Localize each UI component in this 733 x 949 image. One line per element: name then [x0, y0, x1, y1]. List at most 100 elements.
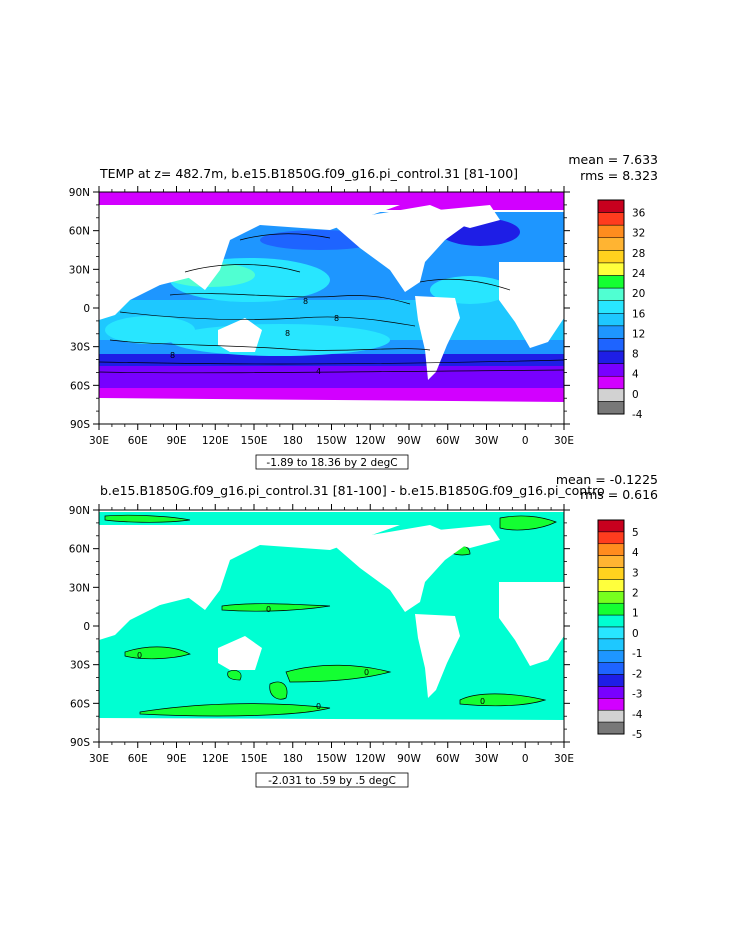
y-tick-label: 90S	[70, 737, 90, 749]
land-greenland	[438, 525, 500, 548]
colorbar-swatch	[597, 674, 625, 687]
colorbar-label: 8	[632, 349, 639, 361]
contour-label-group: 8 8 8 8 4	[170, 297, 339, 376]
colorbar-swatch	[597, 543, 625, 556]
land-antarctica	[99, 718, 564, 742]
colorbar-label: 16	[632, 308, 646, 320]
colorbar: 36 32 28 24 20 16 12 8 4 0 -4	[597, 199, 646, 421]
colorbar-label: 20	[632, 288, 645, 300]
x-tick-label: 120E	[202, 753, 229, 765]
colorbar-label: -2	[632, 668, 642, 680]
contour-info-frame	[255, 772, 409, 788]
ocean-pacific-warm-pool-south	[170, 324, 390, 356]
colorbar-swatch	[597, 350, 625, 364]
anomaly-patch	[227, 670, 242, 681]
colorbar-swatch	[597, 313, 625, 327]
x-tick-label: 120E	[202, 435, 229, 447]
contour-info-box: -1.89 to 18.36 by 2 degC	[255, 454, 409, 470]
ocean-atlantic-warm-pool	[430, 276, 510, 304]
x-tick-label: 150E	[241, 753, 268, 765]
contour-lines	[99, 233, 564, 374]
colorbar-swatch	[597, 721, 625, 735]
y-tick-label: 30S	[70, 342, 90, 354]
rms-stat: rms = 0.616	[580, 487, 658, 502]
land-africa-east	[499, 582, 564, 666]
x-tick-label: 0	[522, 435, 529, 447]
contour-line	[169, 293, 411, 305]
colorbar-swatch	[597, 709, 625, 723]
colorbar-swatch	[597, 591, 625, 604]
anomaly-patch	[104, 514, 191, 523]
x-tick-label: 90W	[397, 435, 421, 447]
contour-line	[119, 311, 416, 327]
colorbar-label: 5	[632, 527, 639, 539]
colorbar-label: -5	[632, 729, 642, 741]
colorbar-frame	[597, 519, 625, 735]
y-tick-label: 90N	[69, 505, 90, 517]
contour-line	[99, 359, 564, 365]
colorbar-label: 2	[632, 588, 639, 600]
x-tick-label: 30E	[554, 435, 574, 447]
contour-label: 0	[364, 668, 369, 677]
colorbar-swatch	[597, 300, 625, 314]
colorbar-label: 24	[632, 268, 646, 280]
colorbar-label: -1	[632, 648, 642, 660]
axes: 30E 60E 90E 120E 150E 180 150W 120W 90W 60W 30W 0 30…	[69, 186, 574, 447]
land-south-america	[415, 296, 460, 380]
anomaly-patch	[499, 515, 557, 531]
colorbar-label: -4	[632, 409, 643, 421]
rms-stat: rms = 8.323	[580, 168, 658, 183]
x-tick-label: 150E	[241, 435, 268, 447]
x-tick-label: 60E	[128, 753, 148, 765]
colorbar-swatch	[597, 567, 625, 580]
contour-line	[419, 278, 511, 291]
land-africa-east	[499, 262, 564, 348]
y-tick-label: 0	[83, 621, 90, 633]
anomaly-patch	[459, 693, 547, 707]
colorbar-label: -3	[632, 689, 642, 701]
colorbar-swatch	[597, 250, 625, 264]
colorbar-label: 4	[632, 369, 639, 381]
colorbar-frame	[597, 199, 625, 415]
x-tick-label: 150W	[316, 435, 347, 447]
colorbar-swatch	[597, 287, 625, 301]
contour-label: 0	[137, 651, 142, 660]
x-tick-label: 90W	[397, 753, 421, 765]
y-tick-label: 60N	[69, 226, 90, 238]
anomaly-patch	[221, 603, 331, 612]
anomaly-patch	[124, 646, 191, 660]
x-tick-label: 60W	[436, 435, 460, 447]
x-tick-label: 0	[522, 753, 529, 765]
land-north-america	[330, 525, 470, 612]
panel-difference: b.e15.B1850G.f09_g16.pi_control.31 [81-1…	[69, 472, 658, 788]
colorbar-swatch	[597, 662, 625, 675]
colorbar-swatch	[597, 698, 625, 711]
colorbar-swatch	[597, 638, 625, 652]
anomaly-patches	[104, 514, 557, 717]
colorbar-label: 12	[632, 328, 645, 340]
colorbar-swatch	[597, 388, 625, 402]
x-tick-label: 120W	[355, 435, 386, 447]
colorbar-swatch	[597, 614, 625, 628]
axes: 30E 60E 90E 120E 150E 180 150W 120W 90W 60W 30W 0 30…	[69, 504, 574, 765]
colorbar-swatch	[597, 199, 625, 213]
x-tick-label: 120W	[355, 753, 386, 765]
colorbar-swatch	[597, 626, 625, 640]
x-tick-label: 30W	[475, 753, 499, 765]
colorbar-label: 4	[632, 547, 639, 559]
colorbar-swatch	[597, 519, 625, 533]
colorbar-swatch	[597, 579, 625, 592]
colorbar: 5 4 3 2 1 0 -1 -2 -3 -4 -5	[597, 519, 643, 741]
colorbar-label: 28	[632, 248, 645, 260]
land	[99, 205, 564, 424]
contour-label: 8	[285, 329, 290, 338]
colorbar-swatch	[597, 338, 625, 352]
contour-label: 0	[266, 605, 271, 614]
mean-stat: mean = 7.633	[568, 152, 658, 167]
contour-line	[109, 339, 431, 351]
x-tick-label: 30E	[89, 753, 109, 765]
y-tick-label: 60S	[70, 380, 90, 392]
contour-label-group: 0 0 0 0 0	[137, 605, 485, 711]
